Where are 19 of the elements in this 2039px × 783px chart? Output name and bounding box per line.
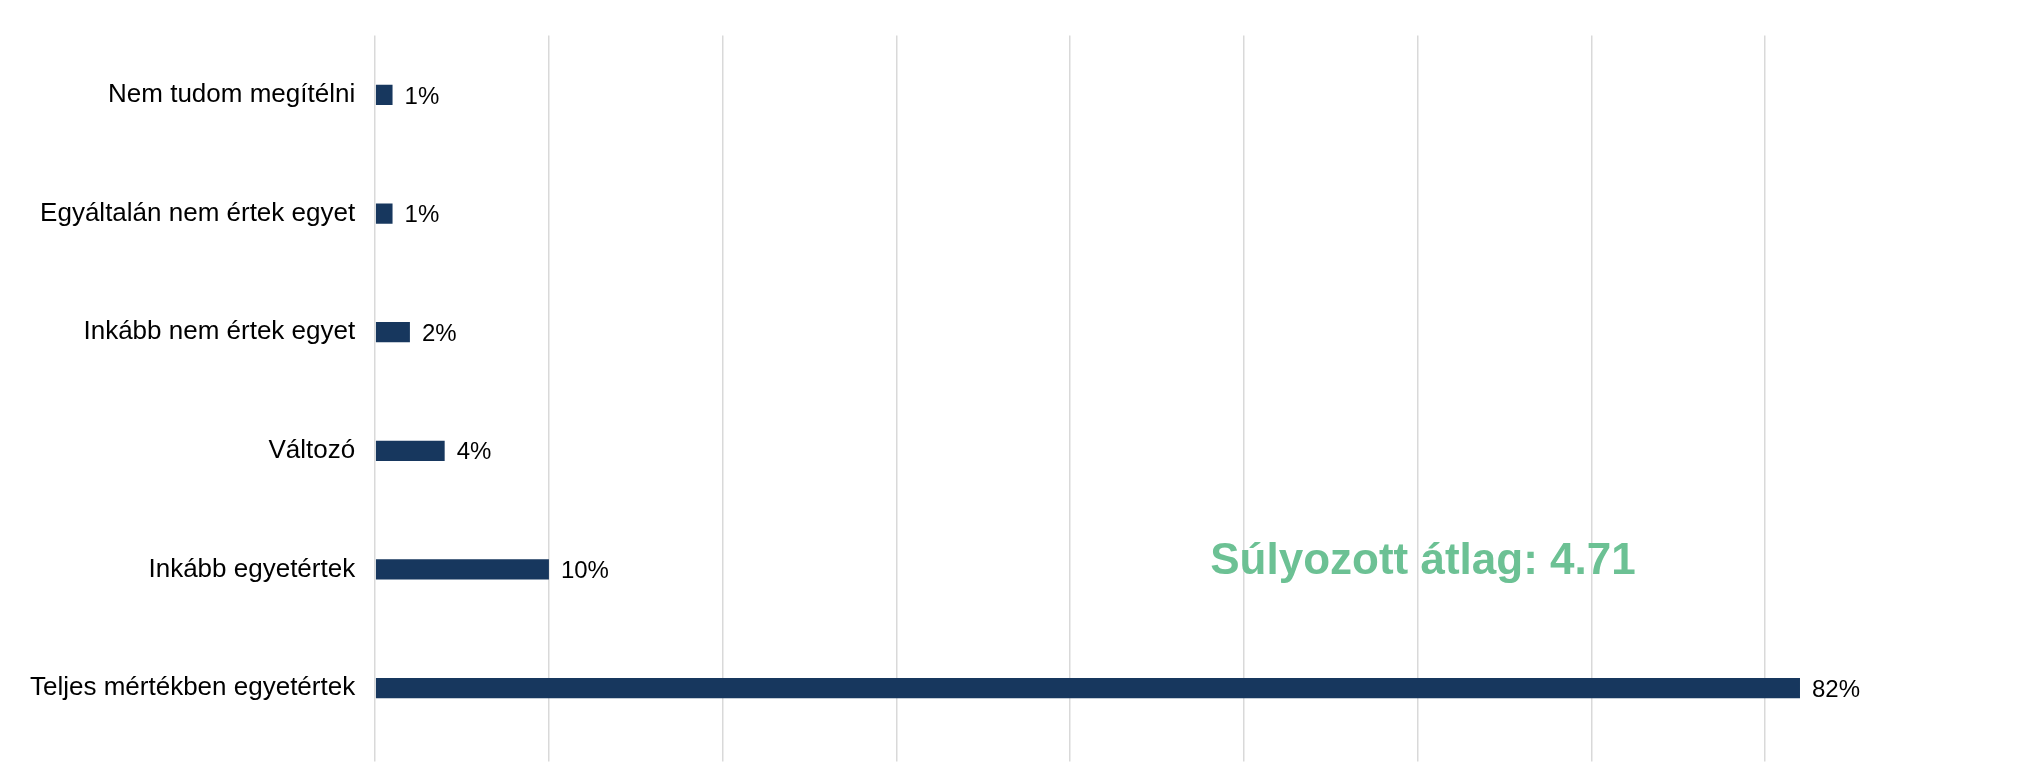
data-label: 10% — [560, 556, 609, 584]
y-tick-label: Teljes mértékben egyetértek — [29, 671, 357, 702]
bar — [375, 84, 393, 105]
bar — [375, 203, 393, 224]
data-label: 1% — [404, 200, 440, 228]
bar — [375, 440, 445, 461]
data-label: 2% — [421, 318, 457, 346]
annotation: Súlyozott átlag: 4.71 — [1210, 534, 1636, 584]
bar — [375, 678, 1800, 699]
data-label: 4% — [456, 437, 492, 465]
y-tick-label: Inkább egyetértek — [148, 552, 357, 583]
y-tick-label: Változó — [268, 433, 356, 464]
y-tick-label: Nem tudom megítélni — [108, 78, 356, 109]
y-tick-label: Egyáltalán nem értek egyet — [40, 196, 356, 227]
bar — [375, 559, 549, 580]
bar — [375, 322, 410, 343]
data-label: 1% — [404, 81, 440, 109]
data-label: 82% — [1811, 674, 1861, 702]
y-tick-label: Inkább nem értek egyet — [83, 315, 356, 346]
